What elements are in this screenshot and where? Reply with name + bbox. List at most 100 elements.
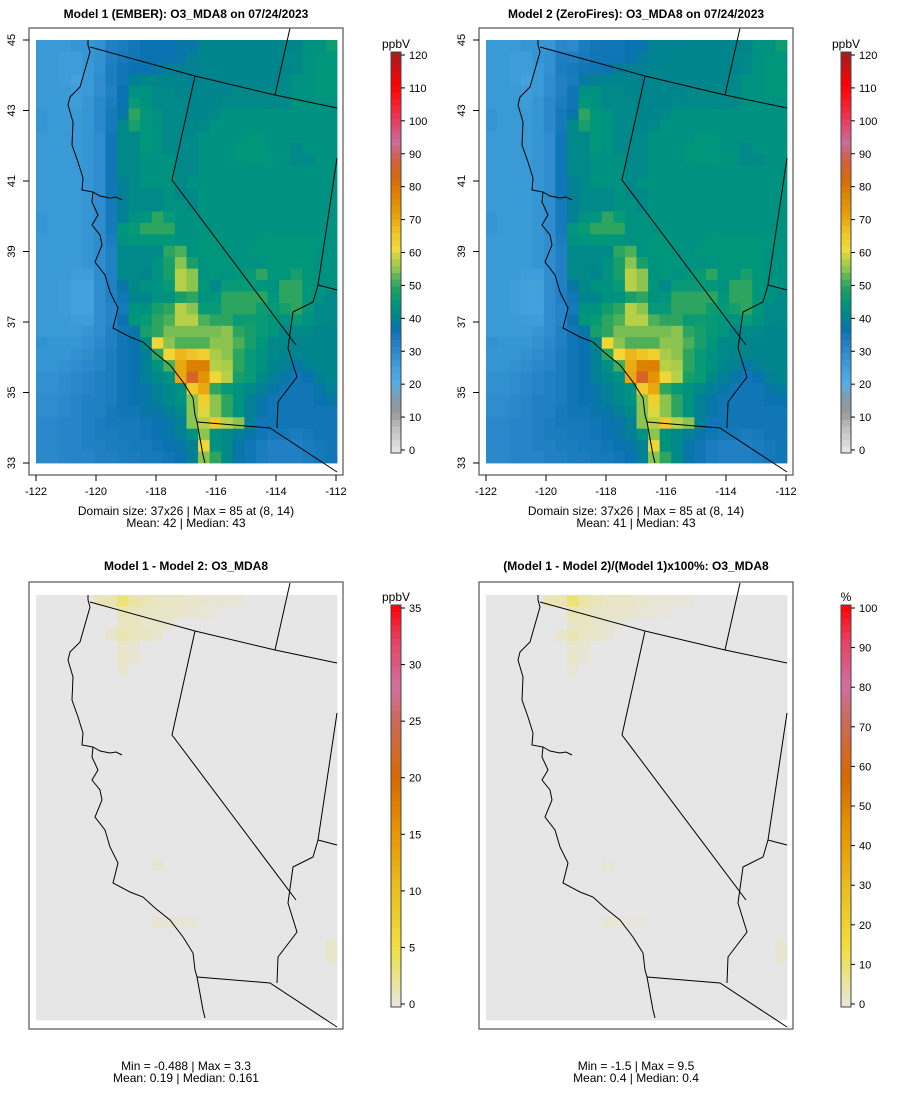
grid-cell — [694, 744, 707, 757]
grid-cell — [232, 939, 245, 952]
grid-cell — [105, 51, 118, 64]
grid-cell — [671, 744, 684, 757]
grid-cell — [694, 859, 707, 872]
colorbar-tick-label: 50 — [859, 280, 871, 292]
grid-cell — [198, 62, 211, 75]
grid-cell — [497, 755, 510, 768]
grid-cell — [509, 314, 522, 327]
grid-cell — [555, 280, 568, 292]
grid-cell — [82, 268, 95, 281]
grid-cell — [555, 394, 568, 407]
colorbar-swatch — [841, 846, 851, 854]
grid-cell — [174, 801, 187, 814]
grid-cell — [624, 985, 637, 998]
map-panel-m1: Model 1 (EMBER): O3_MDA8 on 07/24/2023-1… — [6, 7, 427, 530]
grid-cell — [636, 394, 649, 407]
grid-cell — [636, 97, 649, 109]
colorbar-swatch — [391, 638, 401, 646]
grid-cell — [624, 1008, 637, 1021]
grid-cell — [290, 709, 303, 722]
grid-cell — [255, 974, 268, 986]
grid-cell — [671, 836, 684, 849]
grid-cell — [648, 974, 661, 986]
grid-cell — [313, 640, 326, 653]
grid-cell — [174, 962, 187, 975]
grid-cell — [717, 108, 730, 121]
grid-cell — [682, 234, 695, 247]
grid-cell — [775, 801, 788, 814]
grid-cell — [717, 985, 730, 998]
grid-cell — [128, 394, 141, 407]
grid-cell — [520, 755, 533, 768]
grid-cell — [520, 131, 533, 144]
grid-cell — [221, 348, 234, 361]
grid-cell — [775, 302, 788, 315]
grid-cell — [613, 291, 626, 304]
grid-cell — [302, 314, 315, 327]
grid-cell — [752, 893, 765, 906]
grid-cell — [267, 200, 280, 212]
grid-cell — [601, 188, 614, 201]
grid-cell — [624, 652, 637, 665]
grid-cell — [694, 836, 707, 849]
grid-cell — [509, 629, 522, 642]
grid-cell — [705, 928, 718, 940]
grid-cell — [532, 440, 545, 452]
grid-cell — [255, 177, 268, 190]
grid-cell — [682, 337, 695, 350]
grid-cell — [567, 928, 580, 940]
grid-cell — [578, 1008, 591, 1021]
grid-cell — [717, 97, 730, 109]
grid-cell — [93, 882, 106, 895]
grid-cell — [47, 85, 60, 98]
grid-cell — [151, 405, 164, 418]
grid-cell — [717, 85, 730, 98]
grid-cell — [555, 905, 568, 918]
grid-cell — [682, 847, 695, 860]
grid-cell — [659, 755, 672, 768]
grid-cell — [105, 709, 118, 722]
grid-cell — [290, 847, 303, 860]
grid-cell — [93, 97, 106, 109]
grid-cell — [313, 962, 326, 975]
grid-cell — [209, 291, 222, 304]
grid-cell — [105, 371, 118, 384]
grid-cell — [543, 405, 556, 418]
grid-cell — [105, 790, 118, 803]
grid-cell — [325, 974, 338, 986]
grid-cell — [497, 870, 510, 883]
grid-cell — [729, 40, 742, 52]
grid-cell — [740, 234, 753, 247]
grid-cell — [93, 916, 106, 929]
colorbar-swatch — [841, 412, 851, 420]
grid-cell — [648, 131, 661, 144]
colorbar-tick-label: 60 — [859, 248, 871, 260]
grid-cell — [705, 801, 718, 814]
grid-cell — [232, 1008, 245, 1021]
colorbar-swatch — [391, 873, 401, 881]
grid-cell — [543, 40, 556, 52]
grid-cell — [590, 755, 603, 768]
grid-cell — [775, 371, 788, 384]
grid-cell — [232, 428, 245, 441]
grid-cell — [325, 120, 338, 132]
grid-cell — [659, 314, 672, 327]
grid-cell — [659, 222, 672, 235]
grid-cell — [624, 916, 637, 929]
grid-cell — [221, 257, 234, 270]
grid-cell — [717, 440, 730, 452]
grid-cell — [163, 893, 176, 906]
grid-cell — [497, 721, 510, 734]
grid-cell — [59, 721, 72, 734]
grid-cell — [717, 813, 730, 826]
grid-cell — [555, 997, 568, 1009]
grid-cell — [198, 108, 211, 121]
grid-cell — [682, 405, 695, 418]
grid-cell — [267, 824, 280, 837]
colorbar-swatch — [841, 419, 851, 427]
grid-cell — [648, 663, 661, 676]
grid-cell — [128, 51, 141, 64]
colorbar-swatch — [841, 199, 851, 207]
grid-cell — [671, 188, 684, 201]
grid-cell — [302, 120, 315, 132]
